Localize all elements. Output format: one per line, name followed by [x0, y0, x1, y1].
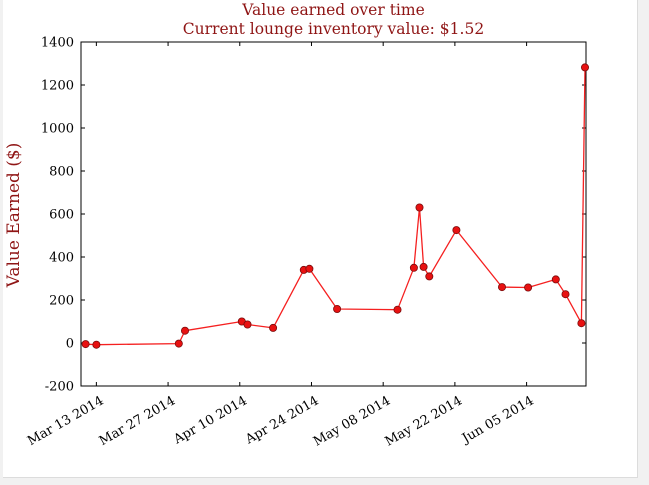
- data-point: [425, 272, 434, 281]
- data-point: [577, 319, 586, 328]
- data-point: [524, 283, 533, 292]
- data-point: [81, 340, 90, 349]
- data-point: [497, 283, 506, 292]
- y-tick-label: 1000: [41, 122, 74, 137]
- chart-title-line1: Value earned over time: [242, 1, 425, 19]
- y-tick-label: 1200: [41, 79, 74, 94]
- x-tick-label: Mar 27 2014: [97, 393, 178, 449]
- chart-title-line2: Current lounge inventory value: $1.52: [182, 20, 485, 38]
- axes-frame: [80, 41, 587, 387]
- data-point: [415, 203, 424, 212]
- data-point: [180, 326, 189, 335]
- data-point: [419, 262, 428, 271]
- data-point: [581, 63, 590, 72]
- data-point: [92, 340, 101, 349]
- y-tick-label: 200: [49, 294, 74, 309]
- data-point: [393, 305, 402, 314]
- data-point: [243, 320, 252, 329]
- data-point: [551, 275, 560, 284]
- data-point: [409, 263, 418, 272]
- data-point: [561, 290, 570, 299]
- data-point: [174, 339, 183, 348]
- x-tick-label: May 22 2014: [383, 393, 465, 449]
- figure-background: [3, 0, 638, 478]
- y-tick-label: 0: [66, 337, 74, 352]
- data-line: [85, 67, 586, 346]
- data-point: [452, 226, 461, 235]
- x-tick-label: Apr 24 2014: [242, 393, 321, 447]
- data-point: [269, 323, 278, 332]
- chart-title: Value earned over time Current lounge in…: [81, 1, 586, 39]
- y-tick-label: 400: [49, 251, 74, 266]
- y-tick-label: 1400: [41, 36, 74, 51]
- y-tick-label: -200: [45, 380, 74, 395]
- y-tick-label: 800: [49, 165, 74, 180]
- x-tick-label: May 08 2014: [311, 393, 393, 449]
- x-tick-label: Apr 10 2014: [171, 393, 250, 447]
- x-tick-label: Mar 13 2014: [25, 393, 106, 449]
- x-tick-label: Jun 05 2014: [458, 393, 536, 447]
- y-tick-label: 600: [49, 208, 74, 223]
- data-point: [333, 304, 342, 313]
- data-point: [305, 264, 314, 273]
